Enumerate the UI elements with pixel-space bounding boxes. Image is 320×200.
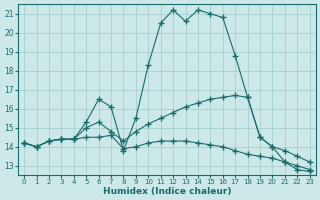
X-axis label: Humidex (Indice chaleur): Humidex (Indice chaleur) xyxy=(103,187,231,196)
